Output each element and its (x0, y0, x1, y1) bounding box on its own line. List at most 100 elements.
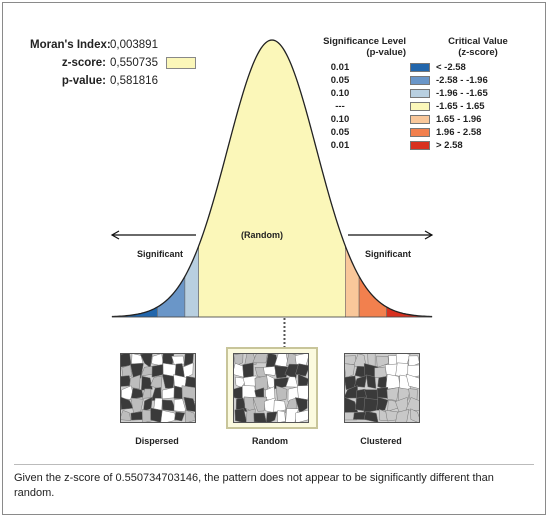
curve-region (111, 306, 158, 318)
map-polygon (130, 410, 145, 421)
map-polygon (395, 409, 410, 422)
map-polygons (345, 354, 419, 422)
clustered-label: Clustered (360, 436, 402, 446)
morans-index-label: Moran's Index: (30, 39, 111, 51)
map-polygons (121, 354, 195, 422)
left-arrow-head (110, 230, 120, 240)
right-arrow-head (424, 230, 434, 240)
map-polygon (242, 375, 257, 387)
map-polygon (246, 408, 256, 422)
legend-sig-level: 0.05 (330, 75, 350, 86)
map-polygon (363, 410, 379, 422)
p-value-value: 0,581816 (110, 75, 158, 87)
sig-header-1: Significance Level (323, 36, 406, 47)
legend-range: 1.65 - 1.96 (436, 114, 482, 125)
legend-swatch (410, 102, 430, 111)
map-polygon (173, 385, 184, 400)
random-map (233, 353, 309, 423)
map-polygon (161, 373, 175, 389)
legend-item: 0.05 1.96 - 2.58 (310, 126, 522, 139)
map-polygon (160, 410, 177, 422)
conclusion-text: Given the z-score of 0.550734703146, the… (14, 472, 494, 499)
map-polygon (274, 365, 290, 379)
clustered-map (344, 353, 420, 423)
legend-item: 0.01 > 2.58 (310, 139, 522, 152)
map-polygon (130, 387, 144, 400)
map-polygon (141, 375, 153, 391)
legend-sig-level: 0.05 (330, 127, 350, 138)
z-score-swatch (165, 57, 196, 69)
map-polygon (183, 396, 195, 412)
legend-sig-level: 0.10 (330, 114, 350, 125)
map-polygon (173, 398, 187, 413)
legend-item: 0.01 < -2.58 (310, 61, 522, 74)
legend-item: 0.10 1.65 - 1.96 (310, 113, 522, 126)
legend-sig-level: --- (335, 101, 345, 112)
map-polygon (162, 387, 176, 400)
map-polygon (376, 386, 389, 399)
right-significant-label: Significant (364, 249, 411, 259)
map-polygon (252, 396, 268, 412)
curve-outline (111, 39, 433, 318)
legend: Significance Level Critical Value (p-valu… (310, 36, 522, 152)
map-polygon (252, 354, 268, 364)
legend-swatch (410, 128, 430, 137)
z-score-label: z-score: (61, 57, 106, 69)
legend-range: -1.96 - -1.65 (436, 88, 488, 99)
map-polygon (131, 354, 144, 365)
morans-index-value: 0,003891 (110, 39, 158, 51)
map-polygon (265, 411, 278, 422)
legend-range: > 2.58 (436, 140, 463, 151)
map-polygon (295, 363, 308, 377)
legend-item: --- -1.65 - 1.65 (310, 100, 522, 113)
map-polygon (174, 411, 186, 422)
map-polygon (129, 374, 141, 389)
map-polygon (407, 364, 419, 379)
map-polygon (253, 412, 267, 422)
map-polygon (234, 408, 247, 422)
crit-header-2: (z-score) (458, 47, 498, 58)
dispersed-map (120, 353, 196, 423)
map-polygon (405, 397, 419, 411)
legend-item: 0.10 -1.96 - -1.65 (310, 87, 522, 100)
legend-swatch (410, 141, 430, 150)
map-polygon (285, 408, 299, 422)
p-value-label: p-value: (61, 75, 106, 87)
divider (14, 464, 534, 465)
map-polygon (354, 375, 367, 388)
center-label: (Random) (241, 230, 283, 240)
curve-region (386, 306, 433, 318)
legend-sig-level: 0.01 (330, 62, 350, 73)
sig-header-2: (p-value) (366, 47, 406, 58)
map-polygon (263, 366, 277, 376)
map-polygon (121, 410, 132, 421)
map-polygon (277, 410, 286, 422)
legend-swatch (410, 115, 430, 124)
legend-swatch (410, 89, 430, 98)
map-polygon (405, 373, 419, 389)
map-polygon (376, 396, 389, 411)
crit-header-1: Critical Value (448, 36, 508, 47)
map-polygon (182, 362, 194, 379)
dispersed-label: Dispersed (135, 436, 179, 446)
legend-swatch (410, 63, 430, 72)
map-polygon (150, 407, 164, 422)
legend-range: < -2.58 (436, 62, 466, 73)
legend-range: 1.96 - 2.58 (436, 127, 482, 138)
map-polygon (121, 364, 132, 377)
legend-sig-level: 0.01 (330, 140, 350, 151)
map-polygon (234, 354, 244, 367)
legend-sig-level: 0.10 (330, 88, 350, 99)
map-polygon (386, 387, 400, 401)
map-polygon (410, 408, 419, 422)
legend-range: -2.58 - -1.96 (436, 75, 488, 86)
legend-item: 0.05 -2.58 - -1.96 (310, 74, 522, 87)
map-polygon (130, 397, 144, 414)
map-polygons (234, 354, 308, 422)
map-polygon (345, 363, 355, 379)
legend-swatch (410, 76, 430, 85)
map-polygon (275, 385, 288, 401)
map-polygon (284, 363, 299, 380)
legend-range: -1.65 - 1.65 (436, 101, 485, 112)
